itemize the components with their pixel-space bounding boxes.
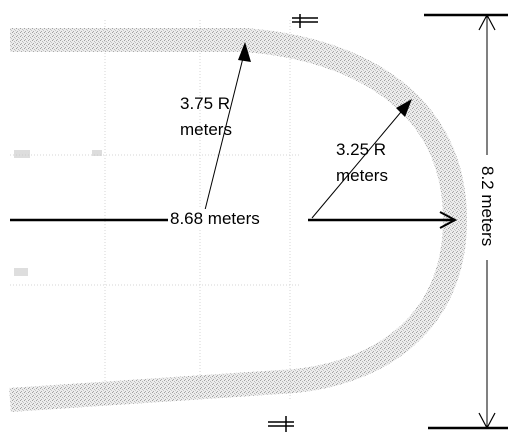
end-marker-top <box>292 14 318 28</box>
width-dimension <box>424 13 508 430</box>
length-dimension <box>10 211 458 229</box>
faint-marks <box>14 150 102 276</box>
radius-outer-value-label: 3.75 R <box>180 94 231 113</box>
radius-inner-value-label: 3.25 R <box>336 140 387 159</box>
width-label: 8.2 meters <box>477 164 497 249</box>
radius-outer-unit-label: meters <box>180 120 232 139</box>
radius-inner-arrow <box>311 99 412 219</box>
end-marker-bottom <box>268 416 294 432</box>
length-label: 8.68 meters <box>168 209 262 229</box>
radius-outer-arrow <box>204 42 251 211</box>
radius-inner-unit-label: meters <box>336 166 388 185</box>
